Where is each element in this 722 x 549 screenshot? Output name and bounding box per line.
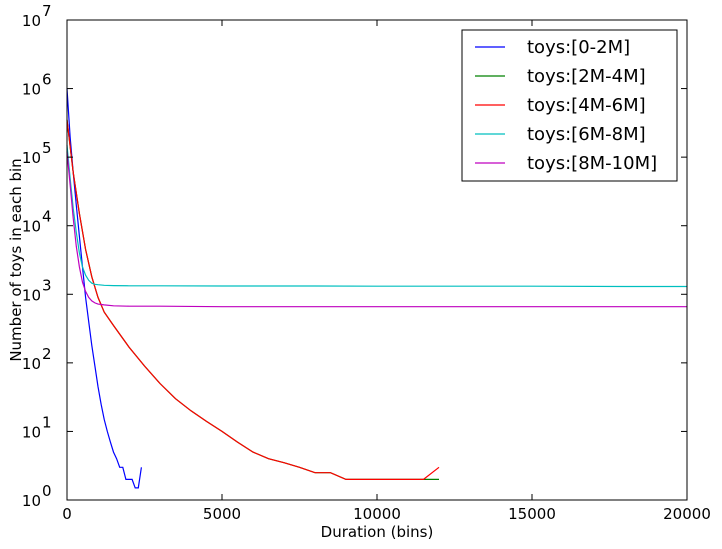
- legend-label-1: toys:[2M-4M]: [527, 66, 646, 87]
- ticks-layer: [66, 19, 688, 501]
- x-tick-label: 20000: [663, 505, 711, 523]
- series-line-4: [66, 151, 687, 308]
- y-tick-label-exponent: 6: [42, 71, 52, 89]
- y-tick-label-exponent: 5: [42, 139, 52, 157]
- y-tick-label-exponent: 3: [42, 276, 52, 294]
- y-axis-label: Number of toys in each bin: [7, 158, 25, 361]
- series-line-2: [66, 119, 440, 480]
- y-tick-label: 10: [22, 12, 41, 30]
- y-tick-label: 10: [22, 149, 41, 167]
- y-tick-label-exponent: 7: [42, 2, 52, 20]
- series-line-0: [66, 88, 142, 489]
- y-tick-label: 10: [22, 286, 41, 304]
- y-tick-label-exponent: 4: [42, 208, 52, 226]
- x-tick-label: 10000: [353, 505, 401, 523]
- y-tick-label-exponent: 1: [42, 413, 52, 431]
- x-tick-label: 15000: [508, 505, 556, 523]
- y-tick-label-exponent: 2: [42, 345, 52, 363]
- y-tick-label: 10: [22, 218, 41, 236]
- y-tick-label: 10: [22, 423, 41, 441]
- legend-label-2: toys:[4M-6M]: [527, 95, 646, 116]
- legend-label-3: toys:[6M-8M]: [527, 124, 646, 145]
- series-line-3: [66, 145, 687, 288]
- tick-labels: 0 5000 10000 15000 2000010010110210310410510…: [22, 2, 711, 523]
- y-tick-label-exponent: 0: [42, 482, 52, 500]
- y-tick-label: 10: [22, 492, 41, 510]
- series-layer: [66, 88, 687, 489]
- x-tick-label: 0: [62, 505, 72, 523]
- x-axis-label: Duration (bins): [321, 523, 434, 541]
- legend-label-4: toys:[8M-10M]: [527, 153, 657, 174]
- legend: toys:[0-2M] toys:[2M-4M] toys:[4M-6M] toys:…: [461, 29, 678, 182]
- legend-label-0: toys:[0-2M]: [527, 37, 630, 58]
- x-tick-label: 5000: [203, 505, 241, 523]
- y-tick-label: 10: [22, 81, 41, 99]
- y-tick-label: 10: [22, 355, 41, 373]
